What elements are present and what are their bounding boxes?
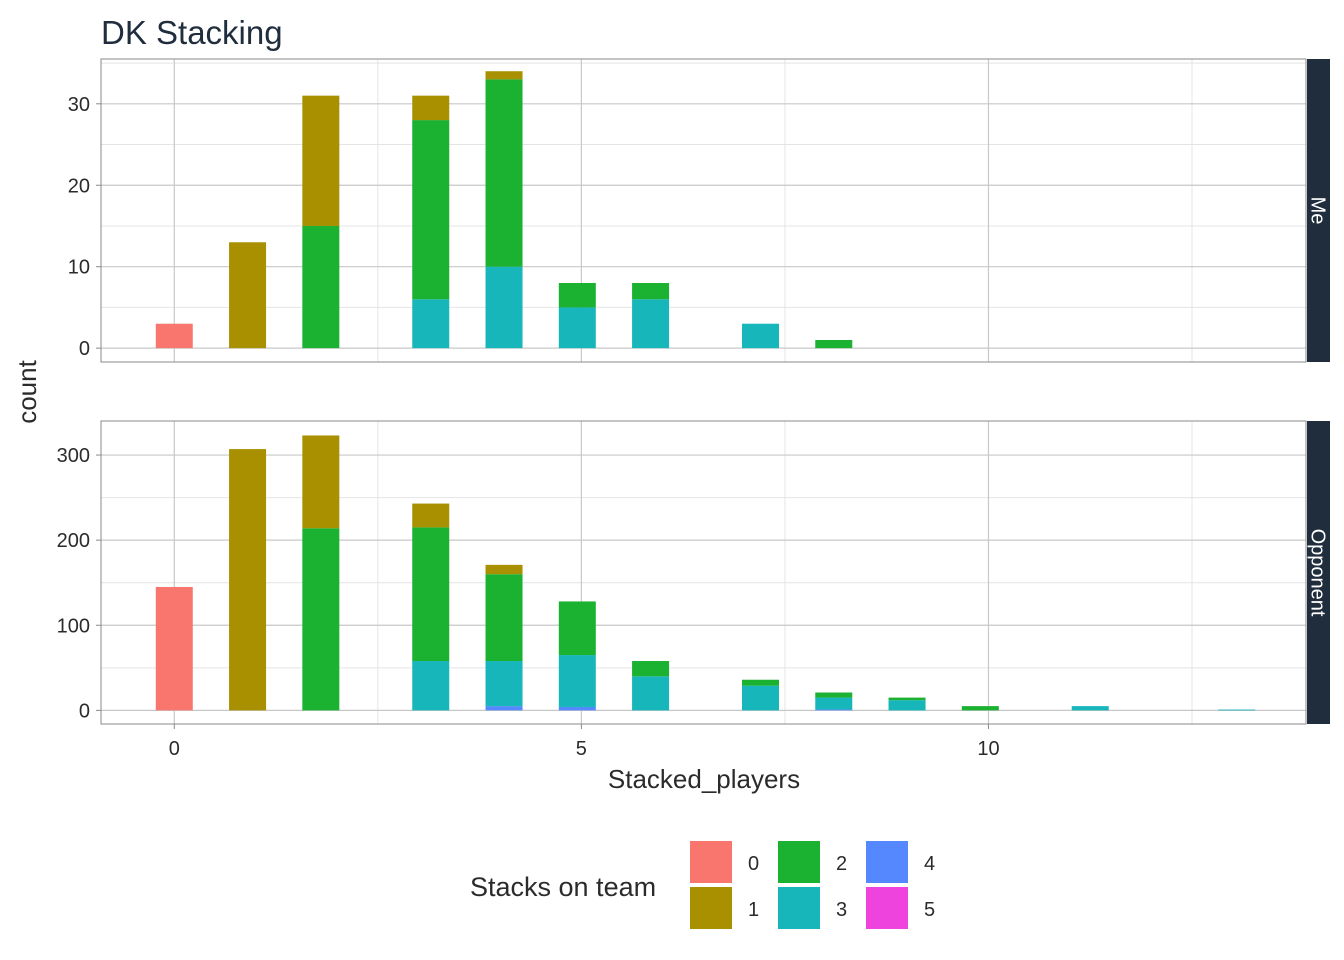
bar-segment	[558, 282, 596, 308]
bar-segment	[229, 242, 267, 349]
bar-segment	[815, 697, 853, 710]
legend-key	[778, 841, 820, 883]
bar-segment	[485, 71, 523, 80]
bar-segment	[412, 299, 450, 349]
bar-segment	[741, 323, 779, 349]
bar-segment	[485, 564, 523, 575]
bar-segment	[815, 692, 853, 698]
bar-segment	[302, 95, 340, 226]
panel-border	[100, 420, 1307, 725]
bar-segment	[412, 120, 450, 300]
bar-segment	[485, 266, 523, 349]
legend-label: 0	[748, 853, 759, 875]
legend-label: 2	[836, 853, 847, 875]
bar-segment	[485, 79, 523, 267]
bar-segment	[558, 706, 596, 711]
y-axis-title: count	[12, 359, 42, 423]
x-tick-label: 0	[169, 738, 180, 760]
bar-segment	[412, 95, 450, 121]
facet-strip	[1307, 421, 1330, 724]
legend-label: 5	[924, 899, 935, 921]
bar-segment	[632, 282, 670, 300]
bar-segment	[888, 697, 926, 701]
bar-segment	[302, 435, 340, 529]
bar-segment	[229, 449, 267, 711]
legend-key	[690, 841, 732, 883]
bar-segment	[815, 709, 853, 711]
facet-strip	[1307, 59, 1330, 362]
bar-segment	[485, 661, 523, 707]
facet-panels: 0 10 20 30 Me 0 100 200 300 Opponent	[57, 58, 1330, 725]
y-tick-label: 0	[79, 700, 90, 722]
legend-key	[866, 887, 908, 929]
bar-segment	[155, 586, 193, 711]
x-axis-title: Stacked_players	[608, 764, 800, 794]
bar-segment	[558, 655, 596, 707]
y-tick-label: 30	[68, 94, 90, 116]
legend-key	[690, 887, 732, 929]
bar-segment	[558, 601, 596, 656]
bar-segment	[741, 679, 779, 686]
bar-segment	[1071, 706, 1109, 711]
chart-title: DK Stacking	[101, 14, 283, 51]
y-tick-label: 100	[57, 615, 90, 637]
bar-segment	[632, 299, 670, 349]
y-tick-label: 200	[57, 530, 90, 552]
legend-key	[866, 841, 908, 883]
bar-segment	[632, 676, 670, 711]
x-tick-label: 5	[576, 738, 587, 760]
legend-key	[778, 887, 820, 929]
panel-me: 0 10 20 30 Me	[68, 58, 1330, 363]
bar-segment	[485, 574, 523, 662]
bar-segment	[1218, 709, 1256, 711]
bar-segment	[412, 503, 450, 528]
facet-strip-label: Me	[1307, 197, 1329, 225]
y-tick-label: 0	[79, 338, 90, 360]
bar-segment	[485, 706, 523, 711]
bar-segment	[961, 706, 999, 711]
bar-segment	[741, 685, 779, 711]
bar-segment	[632, 661, 670, 677]
y-tick-label: 300	[57, 445, 90, 467]
x-tick-label: 10	[977, 738, 999, 760]
bar-segment	[815, 340, 853, 349]
facet-strip-label: Opponent	[1307, 529, 1329, 617]
y-tick-label: 10	[68, 257, 90, 279]
legend: Stacks on team 0 1 2 3 4 5	[470, 841, 935, 929]
legend-label: 4	[924, 853, 935, 875]
bar-segment	[558, 307, 596, 349]
legend-label: 3	[836, 899, 847, 921]
bar-segment	[302, 225, 340, 349]
legend-label: 1	[748, 899, 759, 921]
legend-title: Stacks on team	[470, 872, 656, 902]
y-tick-label: 20	[68, 175, 90, 197]
panel-border	[100, 58, 1307, 363]
bar-segment	[412, 527, 450, 662]
x-axis: 0 5 10	[169, 724, 1000, 760]
panel-opponent: 0 100 200 300 Opponent	[57, 420, 1330, 725]
bar-segment	[302, 528, 340, 711]
bar-segment	[412, 661, 450, 711]
bar-segment	[155, 323, 193, 349]
bar-segment	[888, 700, 926, 711]
